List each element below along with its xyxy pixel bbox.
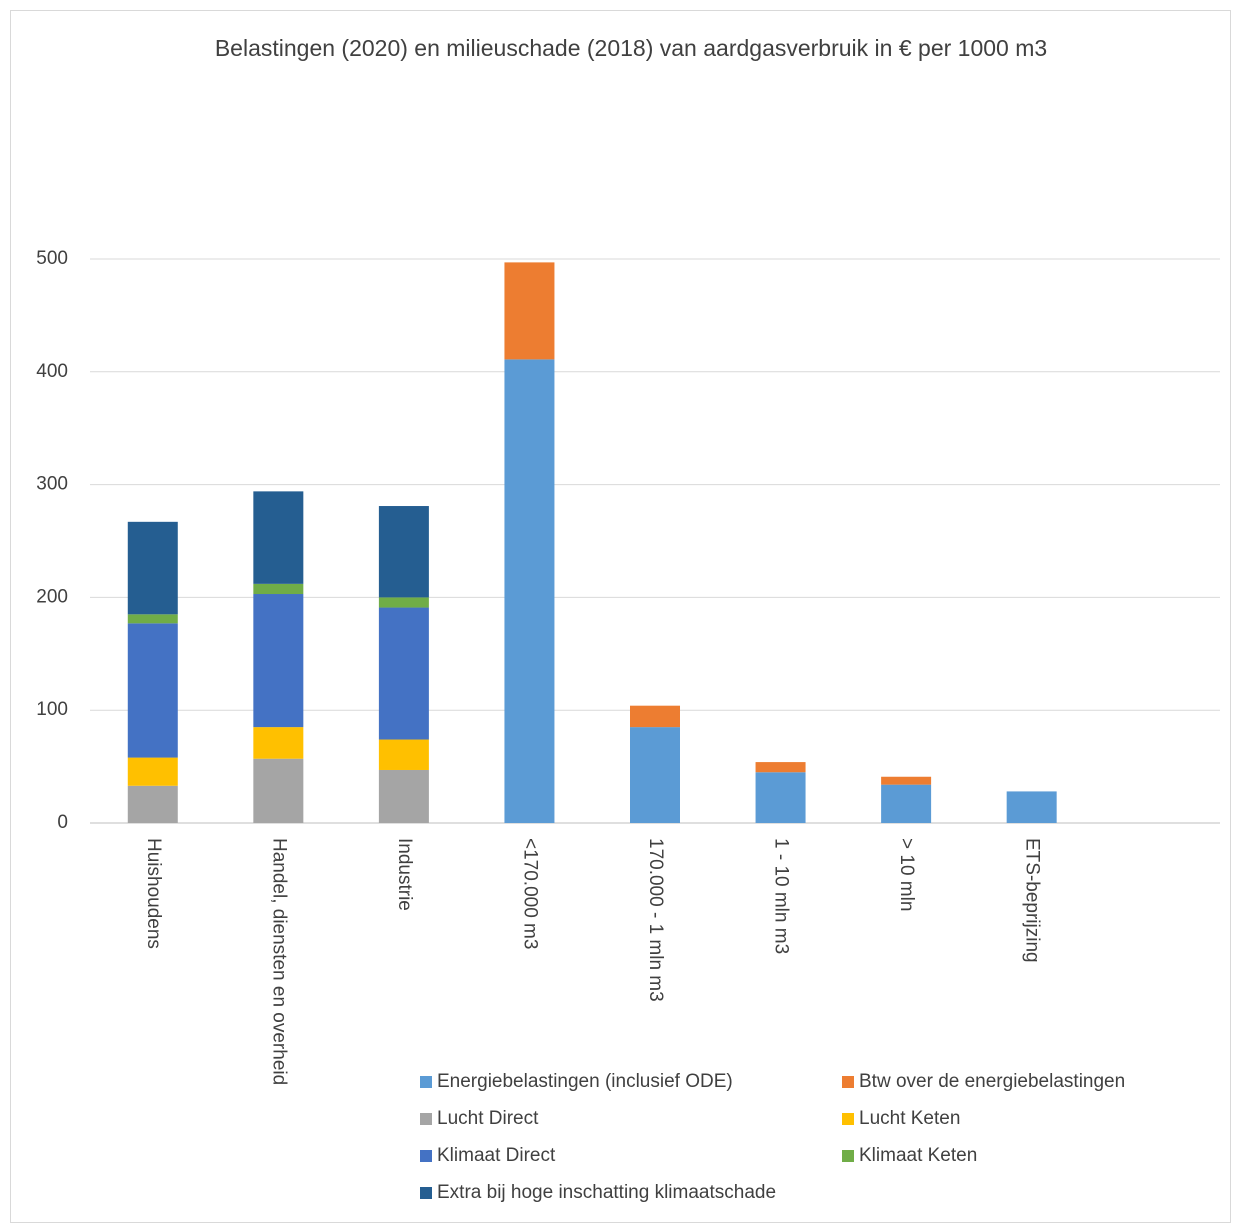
bar-segment	[378, 607, 429, 740]
legend-label: Klimaat Keten	[859, 1145, 977, 1166]
bar-segment	[504, 359, 555, 823]
legend-label: Energiebelastingen (inclusief ODE)	[437, 1071, 733, 1092]
bar-segment	[127, 623, 178, 758]
bar-segment	[378, 597, 429, 608]
legend-swatch	[420, 1187, 432, 1199]
legend-swatch	[420, 1150, 432, 1162]
x-tick-label: 1 - 10 mln m3	[771, 838, 792, 954]
bar-segment	[127, 614, 178, 624]
bar-segment	[253, 594, 304, 728]
x-tick-label: ETS-beprijzing	[1022, 838, 1043, 963]
bar-segment	[1006, 791, 1057, 823]
legend-label: Lucht Direct	[437, 1108, 539, 1129]
x-tick-label: <170.000 m3	[519, 838, 540, 949]
x-tick-label: 170.000 - 1 mln m3	[645, 838, 666, 1002]
chart-border	[10, 10, 1231, 1223]
chart-title: Belastingen (2020) en milieuschade (2018…	[215, 35, 1047, 61]
legend-label: Lucht Keten	[859, 1108, 960, 1129]
bar-segment	[378, 769, 429, 823]
x-tick-label: > 10 mln	[896, 838, 917, 911]
legend-swatch	[420, 1113, 432, 1125]
y-tick-label: 0	[57, 812, 68, 833]
bar-segment	[253, 758, 304, 823]
bar-segment	[127, 785, 178, 823]
y-tick-label: 300	[36, 474, 68, 495]
bar-segment	[127, 521, 178, 615]
bar-segment	[127, 757, 178, 786]
legend-label: Extra bij hoge inschatting klimaatschade	[437, 1182, 776, 1203]
legend-swatch	[842, 1113, 854, 1125]
legend-swatch	[842, 1076, 854, 1088]
bar-segment	[630, 705, 680, 728]
bar-segment	[755, 762, 806, 773]
bar-segment	[378, 506, 429, 598]
bar-segment	[253, 727, 304, 759]
bar-segment	[253, 583, 304, 595]
bar-segment	[630, 727, 680, 823]
bar-segment	[755, 772, 806, 823]
y-tick-label: 200	[36, 586, 68, 607]
y-tick-label: 400	[36, 361, 68, 382]
legend-swatch	[842, 1150, 854, 1162]
y-tick-label: 100	[36, 699, 68, 720]
legend-label: Btw over de energiebelastingen	[859, 1071, 1125, 1092]
bar-segment	[253, 491, 304, 584]
x-tick-label: Industrie	[394, 838, 415, 911]
bar-segment	[504, 262, 555, 360]
x-tick-label: Handel, diensten en overheid	[268, 838, 289, 1085]
bar-segment	[378, 739, 429, 770]
y-tick-label: 500	[36, 248, 68, 269]
bar-segment	[881, 784, 932, 823]
legend-swatch	[420, 1076, 432, 1088]
x-tick-label: Huishoudens	[143, 838, 164, 949]
legend-label: Klimaat Direct	[437, 1145, 556, 1166]
bar-segment	[881, 776, 932, 785]
